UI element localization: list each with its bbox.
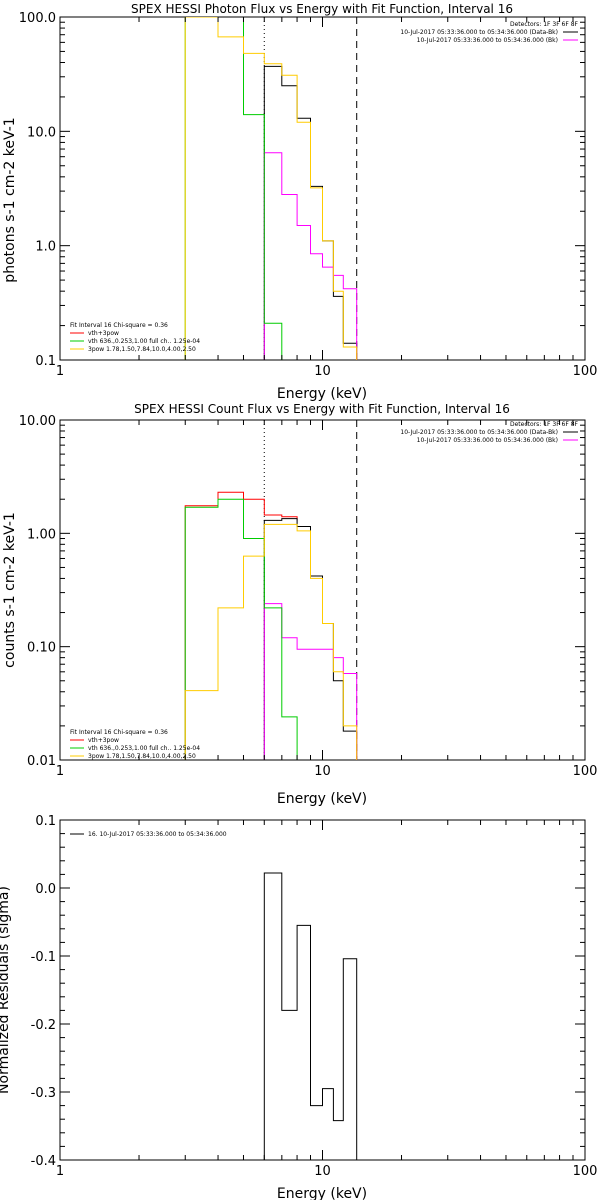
photon-flux-title: SPEX HESSI Photon Flux vs Energy with Fi… [131, 2, 513, 16]
count-flux-title: SPEX HESSI Count Flux vs Energy with Fit… [134, 402, 510, 416]
count-flux-ytick-label: 0.01 [27, 754, 56, 769]
photon-flux-ytick-label: 10.0 [27, 125, 56, 140]
residuals-series-0 [263, 872, 358, 1160]
photon-flux-xlabel: Energy (keV) [277, 386, 367, 402]
count-flux-fit-line-2: vth+3pow [88, 737, 119, 744]
residuals-ytick-label: 0.0 [35, 882, 56, 897]
photon-flux-xtick-label: 1 [56, 364, 64, 379]
count-flux-xtick-label: 1 [56, 764, 64, 779]
photon-flux-header-line-1: Detectors: 1F 3F 6F 8F [510, 21, 579, 28]
count-flux-panel: SPEX HESSI Count Flux vs Energy with Fit… [2, 402, 597, 807]
residuals-panel: Energy (keV) Normalized Residuals (sigma… [0, 814, 597, 1200]
photon-flux-ytick-label: 0.1 [35, 354, 56, 369]
count-flux-series-4 [184, 523, 358, 760]
residuals-ytick-label: 0.1 [35, 814, 56, 829]
residuals-ytick-label: -0.2 [31, 1018, 56, 1033]
residuals-ytick-label: -0.1 [31, 950, 56, 965]
residuals-xtick-label: 10 [314, 1164, 331, 1179]
count-flux-ytick-label: 1.00 [27, 527, 56, 542]
count-flux-xlabel: Energy (keV) [277, 791, 367, 807]
count-flux-header-line-1: Detectors: 1F 3F 6F 8F [510, 421, 579, 428]
residuals-ytick-label: -0.4 [31, 1154, 56, 1169]
photon-flux-xtick-label: 100 [573, 364, 598, 379]
count-flux-fit-line-4: 3pow 1.78,1.50,7.84,10.0,4.00,2.50 [88, 753, 196, 760]
photon-flux-fit-line-3: vth 636.,0.253,1.00 full ch.. 1.25e-04 [88, 338, 200, 345]
count-flux-fit-line-1: Fit Interval 16 Chi-square = 0.36 [70, 729, 168, 736]
residuals-legend: 16. 10-Jul-2017 05:33:36.000 to 05:34:36… [88, 831, 227, 838]
photon-flux-fit-line-4: 3pow 1.78,1.50,7.84,10.0,4.00,2.50 [88, 346, 196, 353]
count-flux-xtick-label: 100 [573, 764, 598, 779]
photon-flux-series-3 [184, 17, 358, 360]
count-flux-fit-line-3: vth 636.,0.253,1.00 full ch.. 1.25e-04 [88, 745, 200, 752]
photon-flux-fit-line-1: Fit Interval 16 Chi-square = 0.36 [70, 322, 168, 329]
photon-flux-series-1 [263, 152, 358, 360]
count-flux-series-3 [184, 498, 298, 760]
photon-flux-ylabel: photons s-1 cm-2 keV-1 [2, 117, 18, 282]
photon-flux-xtick-label: 10 [314, 364, 331, 379]
residuals-ytick-label: -0.3 [31, 1086, 56, 1101]
count-flux-header-line-2: 10-Jul-2017 05:33:36.000 to 05:34:36.000… [400, 429, 558, 436]
photon-flux-panel: SPEX HESSI Photon Flux vs Energy with Fi… [2, 2, 598, 402]
count-flux-ytick-label: 0.10 [27, 641, 56, 656]
count-flux-xtick-label: 10 [314, 764, 331, 779]
count-flux-ytick-label: 10.00 [19, 414, 56, 429]
photon-flux-fit-line-2: vth+3pow [88, 330, 119, 337]
residuals-ylabel: Normalized Residuals (sigma) [0, 886, 12, 1094]
photon-flux-ytick-label: 1.0 [35, 240, 56, 255]
count-flux-series-0 [184, 491, 298, 760]
count-flux-header-line-3: 10-Jul-2017 05:33:36.000 to 05:34:36.000… [417, 437, 558, 444]
photon-flux-ytick-label: 100.0 [19, 11, 56, 26]
residuals-plot-frame [59, 819, 586, 1161]
residuals-xtick-label: 100 [573, 1164, 598, 1179]
photon-flux-header-line-3: 10-Jul-2017 05:33:36.000 to 05:34:36.000… [417, 37, 558, 44]
residuals-xlabel: Energy (keV) [277, 1186, 367, 1200]
residuals-xtick-label: 1 [56, 1164, 64, 1179]
photon-flux-series-2 [184, 17, 283, 360]
count-flux-ylabel: counts s-1 cm-2 keV-1 [2, 512, 18, 668]
photon-flux-header-line-2: 10-Jul-2017 05:33:36.000 to 05:34:36.000… [400, 29, 558, 36]
